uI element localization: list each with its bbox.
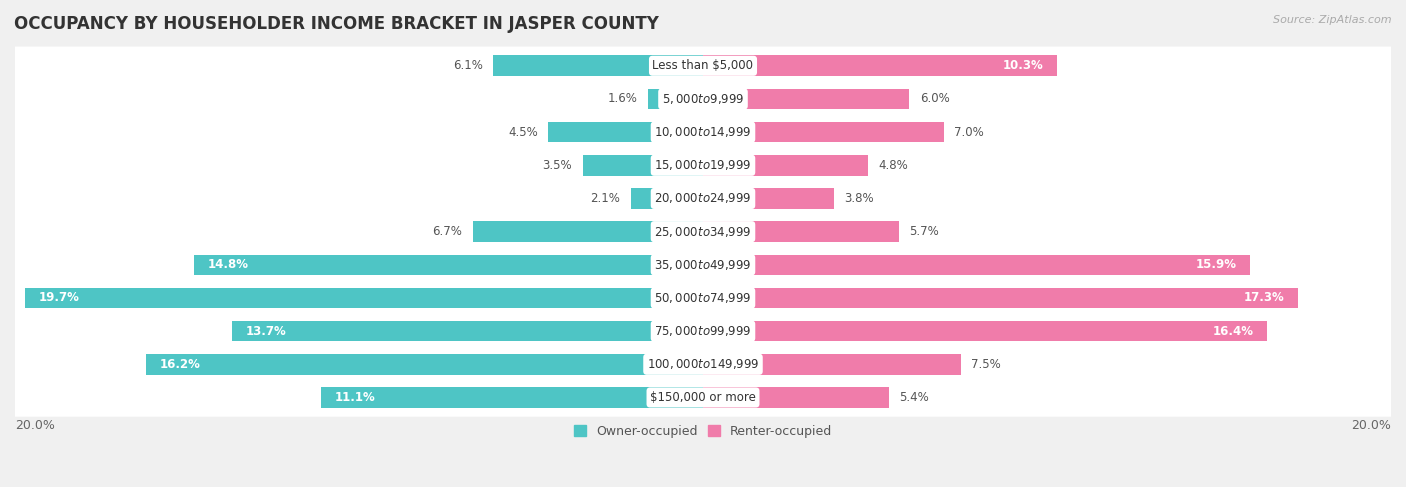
Bar — [703, 387, 889, 408]
Text: $150,000 or more: $150,000 or more — [650, 391, 756, 404]
Bar — [25, 288, 703, 308]
Text: OCCUPANCY BY HOUSEHOLDER INCOME BRACKET IN JASPER COUNTY: OCCUPANCY BY HOUSEHOLDER INCOME BRACKET … — [14, 15, 659, 33]
Text: 1.6%: 1.6% — [607, 93, 638, 106]
Text: Source: ZipAtlas.com: Source: ZipAtlas.com — [1274, 15, 1392, 25]
Text: 14.8%: 14.8% — [208, 258, 249, 271]
FancyBboxPatch shape — [10, 80, 1396, 118]
Bar — [321, 387, 703, 408]
Bar — [194, 255, 703, 275]
FancyBboxPatch shape — [10, 179, 1396, 218]
Bar — [232, 321, 703, 341]
Text: 20.0%: 20.0% — [1351, 419, 1391, 432]
Text: 19.7%: 19.7% — [39, 291, 80, 304]
Text: $10,000 to $14,999: $10,000 to $14,999 — [654, 125, 752, 139]
Text: 4.5%: 4.5% — [508, 126, 538, 139]
Bar — [146, 354, 703, 375]
Text: 7.0%: 7.0% — [955, 126, 984, 139]
Bar — [703, 288, 1298, 308]
FancyBboxPatch shape — [10, 345, 1396, 384]
FancyBboxPatch shape — [10, 212, 1396, 251]
Text: 13.7%: 13.7% — [246, 325, 287, 337]
Text: 15.9%: 15.9% — [1195, 258, 1236, 271]
Text: 2.1%: 2.1% — [591, 192, 620, 205]
Text: 6.1%: 6.1% — [453, 59, 482, 72]
Text: 16.2%: 16.2% — [159, 358, 201, 371]
Text: 7.5%: 7.5% — [972, 358, 1001, 371]
Bar — [703, 56, 1057, 76]
Text: $50,000 to $74,999: $50,000 to $74,999 — [654, 291, 752, 305]
Bar — [494, 56, 703, 76]
Text: $35,000 to $49,999: $35,000 to $49,999 — [654, 258, 752, 272]
Bar — [648, 89, 703, 109]
Text: 11.1%: 11.1% — [335, 391, 375, 404]
Bar — [582, 155, 703, 176]
Bar — [703, 122, 943, 142]
Bar — [548, 122, 703, 142]
Text: 5.4%: 5.4% — [898, 391, 929, 404]
Text: 5.7%: 5.7% — [910, 225, 939, 238]
Text: $15,000 to $19,999: $15,000 to $19,999 — [654, 158, 752, 172]
Bar — [703, 222, 898, 242]
FancyBboxPatch shape — [10, 146, 1396, 185]
Bar — [703, 255, 1250, 275]
Text: 16.4%: 16.4% — [1212, 325, 1253, 337]
Text: $5,000 to $9,999: $5,000 to $9,999 — [662, 92, 744, 106]
Text: 3.5%: 3.5% — [543, 159, 572, 172]
Bar — [703, 89, 910, 109]
Bar — [703, 188, 834, 209]
Bar — [631, 188, 703, 209]
Text: $20,000 to $24,999: $20,000 to $24,999 — [654, 191, 752, 206]
Text: $75,000 to $99,999: $75,000 to $99,999 — [654, 324, 752, 338]
Bar — [703, 321, 1267, 341]
FancyBboxPatch shape — [10, 245, 1396, 284]
Legend: Owner-occupied, Renter-occupied: Owner-occupied, Renter-occupied — [568, 420, 838, 443]
Text: 6.7%: 6.7% — [432, 225, 463, 238]
FancyBboxPatch shape — [10, 113, 1396, 151]
Text: 3.8%: 3.8% — [844, 192, 873, 205]
FancyBboxPatch shape — [10, 312, 1396, 350]
Bar — [703, 354, 960, 375]
Text: $25,000 to $34,999: $25,000 to $34,999 — [654, 225, 752, 239]
FancyBboxPatch shape — [10, 47, 1396, 85]
Text: 6.0%: 6.0% — [920, 93, 949, 106]
FancyBboxPatch shape — [10, 279, 1396, 317]
Bar — [703, 155, 868, 176]
Text: $100,000 to $149,999: $100,000 to $149,999 — [647, 357, 759, 371]
Bar — [472, 222, 703, 242]
Text: Less than $5,000: Less than $5,000 — [652, 59, 754, 72]
Text: 17.3%: 17.3% — [1244, 291, 1284, 304]
Text: 4.8%: 4.8% — [879, 159, 908, 172]
Text: 20.0%: 20.0% — [15, 419, 55, 432]
Text: 10.3%: 10.3% — [1002, 59, 1043, 72]
FancyBboxPatch shape — [10, 378, 1396, 417]
